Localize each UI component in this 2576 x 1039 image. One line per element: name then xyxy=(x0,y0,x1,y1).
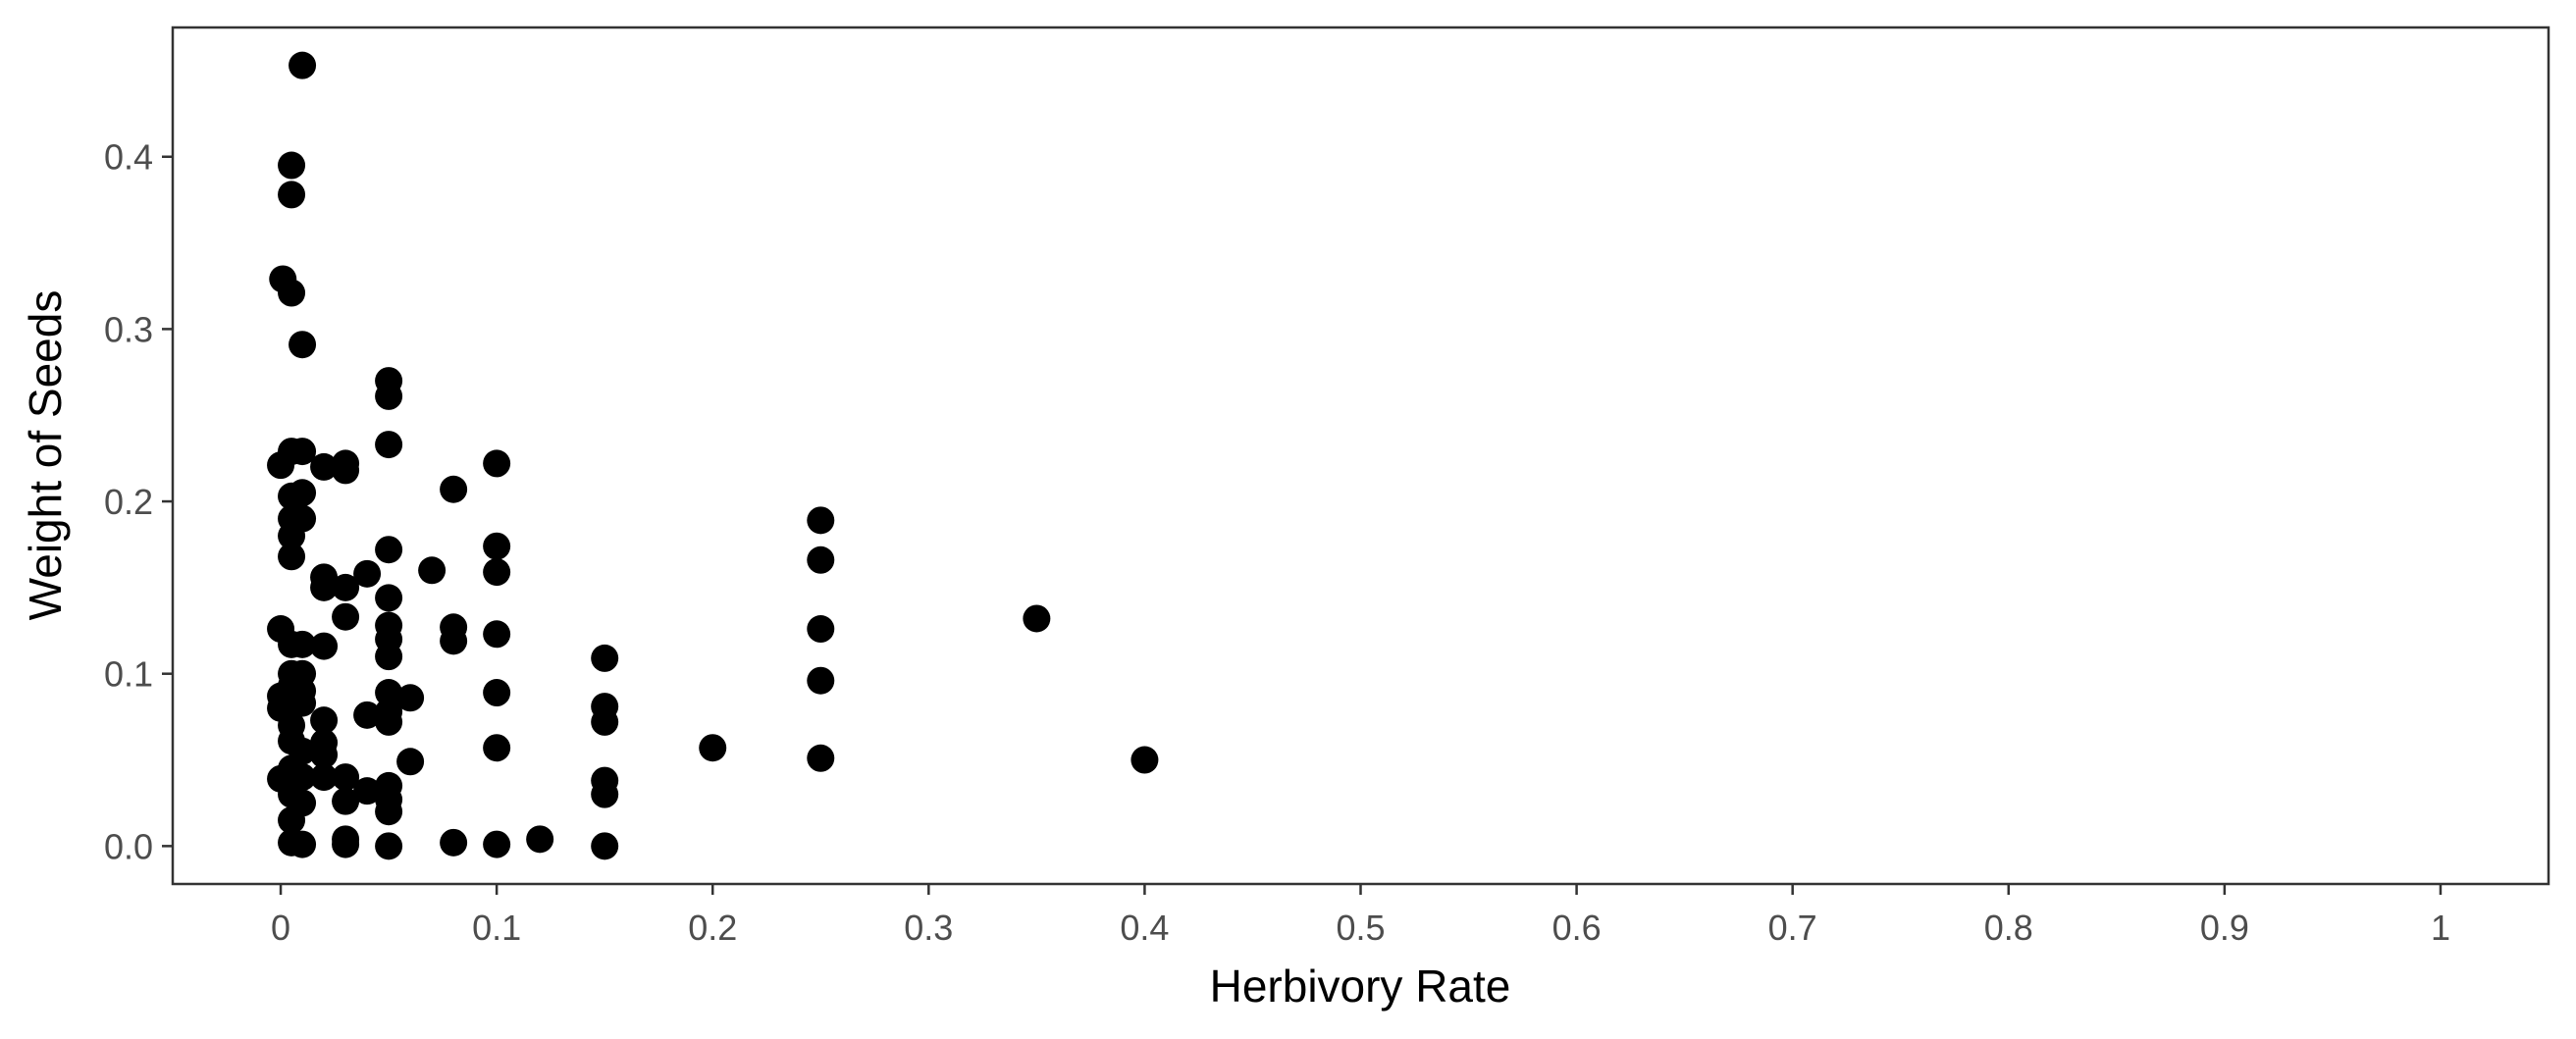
data-point xyxy=(483,830,511,858)
data-point xyxy=(332,573,360,601)
data-point xyxy=(289,630,317,658)
x-tick-label: 0.4 xyxy=(1120,908,1169,948)
x-tick-label: 0.3 xyxy=(904,908,953,948)
data-point xyxy=(278,543,306,571)
data-point xyxy=(807,545,835,574)
data-point xyxy=(289,51,317,79)
data-point xyxy=(278,151,306,180)
data-point xyxy=(807,666,835,695)
data-point xyxy=(375,584,403,612)
x-tick-label: 1 xyxy=(2431,908,2450,948)
data-point xyxy=(483,620,511,649)
data-point xyxy=(375,536,403,564)
data-point xyxy=(591,707,619,736)
x-tick-label: 0.9 xyxy=(2200,908,2249,948)
y-tick-label: 0.1 xyxy=(104,654,153,695)
plot-panel-border xyxy=(171,26,2550,886)
data-point xyxy=(483,679,511,707)
y-tick-label: 0.3 xyxy=(104,309,153,349)
data-point xyxy=(278,522,306,550)
x-tick-label: 0 xyxy=(271,908,290,948)
data-point xyxy=(418,556,447,585)
data-point xyxy=(699,734,727,762)
data-point xyxy=(332,830,360,858)
data-point xyxy=(375,679,403,707)
data-point xyxy=(310,706,339,735)
data-point xyxy=(440,475,468,503)
x-axis-title: Herbivory Rate xyxy=(1210,961,1511,1012)
data-point xyxy=(310,573,339,601)
data-point xyxy=(332,787,360,815)
y-tick-label: 0.0 xyxy=(104,826,153,866)
x-axis: 0 0.1 0.2 0.3 0.4 0.5 0.6 0.7 0.8 0.9 1 xyxy=(271,884,2450,948)
data-point xyxy=(807,615,835,644)
data-point xyxy=(591,780,619,808)
data-point xyxy=(278,279,306,307)
data-point xyxy=(396,684,425,712)
data-point xyxy=(591,644,619,672)
data-point xyxy=(289,331,317,359)
data-point xyxy=(332,602,360,631)
data-point xyxy=(310,452,339,481)
data-point xyxy=(483,734,511,762)
data-point xyxy=(375,832,403,860)
x-tick-label: 0.8 xyxy=(1984,908,2033,948)
y-axis: 0.0 0.1 0.2 0.3 0.4 xyxy=(104,137,173,866)
data-point xyxy=(375,643,403,671)
data-point xyxy=(440,627,468,655)
data-point xyxy=(289,830,317,858)
data-point xyxy=(483,532,511,560)
data-point xyxy=(332,456,360,485)
data-point xyxy=(289,479,317,507)
data-point xyxy=(807,506,835,535)
data-point xyxy=(332,763,360,792)
x-tick-label: 0.1 xyxy=(472,908,521,948)
data-point xyxy=(1023,604,1051,633)
data-point xyxy=(353,777,382,805)
data-point xyxy=(440,828,468,857)
data-point xyxy=(591,832,619,860)
data-point xyxy=(375,707,403,736)
data-point xyxy=(483,558,511,587)
x-tick-label: 0.7 xyxy=(1768,908,1817,948)
data-point xyxy=(807,744,835,772)
data-points xyxy=(267,51,1159,860)
data-point xyxy=(289,689,317,717)
data-point xyxy=(483,449,511,478)
data-point xyxy=(375,382,403,410)
data-point xyxy=(278,181,306,209)
x-tick-label: 0.2 xyxy=(688,908,737,948)
data-point xyxy=(353,559,382,588)
data-point xyxy=(526,825,554,854)
y-axis-title: Weight of Seeds xyxy=(20,290,71,621)
data-point xyxy=(310,632,339,660)
x-tick-label: 0.6 xyxy=(1552,908,1602,948)
y-tick-label: 0.4 xyxy=(104,137,153,178)
y-tick-label: 0.2 xyxy=(104,482,153,522)
x-tick-label: 0.5 xyxy=(1336,908,1385,948)
data-point xyxy=(375,798,403,826)
data-point xyxy=(310,741,339,769)
data-point xyxy=(278,806,306,835)
data-point xyxy=(310,763,339,792)
data-point xyxy=(353,701,382,729)
data-point xyxy=(1130,746,1159,774)
data-point xyxy=(375,431,403,459)
data-point xyxy=(289,438,317,466)
data-point xyxy=(396,748,425,776)
